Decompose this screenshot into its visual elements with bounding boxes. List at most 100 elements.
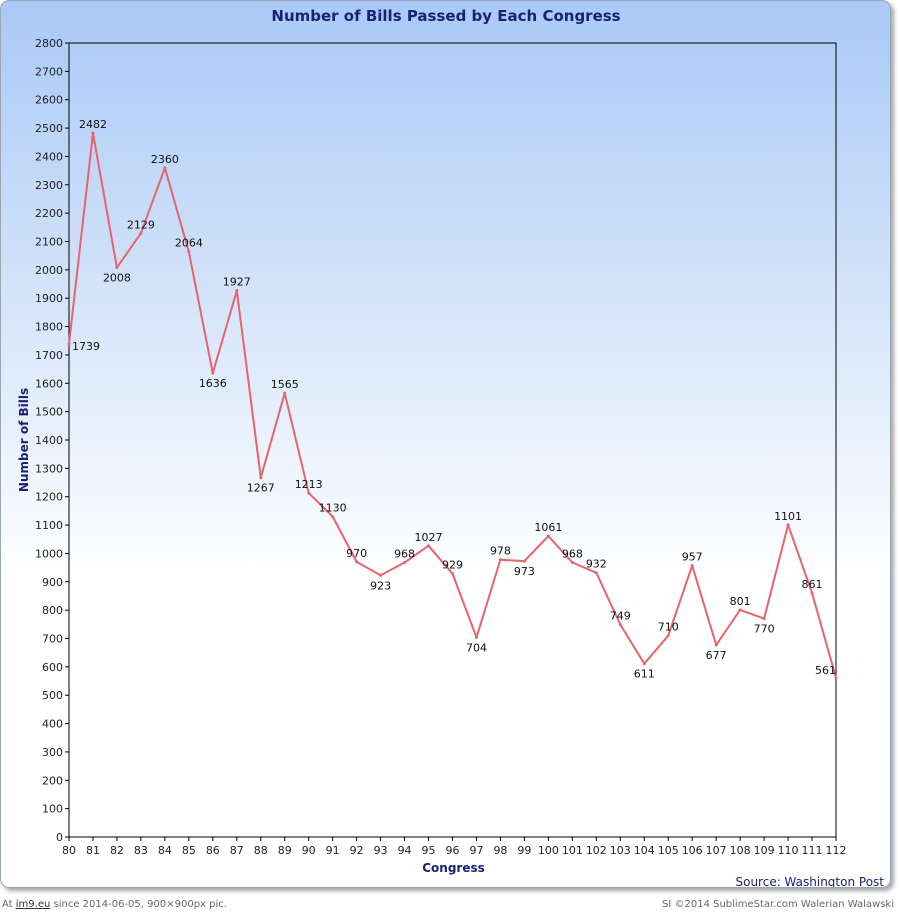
y-tick-label: 500 xyxy=(42,689,63,702)
y-tick-label: 1100 xyxy=(35,519,63,532)
x-tick-label: 89 xyxy=(278,844,292,857)
data-point xyxy=(259,476,263,480)
x-tick-label: 111 xyxy=(802,844,823,857)
x-tick-label: 97 xyxy=(469,844,483,857)
data-label: 561 xyxy=(815,664,836,677)
data-point xyxy=(403,561,407,565)
x-tick-label: 93 xyxy=(374,844,388,857)
data-point xyxy=(115,266,119,270)
y-tick-label: 1500 xyxy=(35,406,63,419)
data-label: 973 xyxy=(514,565,535,578)
data-point xyxy=(427,544,431,548)
data-point xyxy=(714,643,718,647)
footer-left: At im9.eu since 2014-06-05, 900×900px pi… xyxy=(2,899,227,910)
data-label: 710 xyxy=(658,621,679,634)
data-point xyxy=(810,591,814,595)
y-tick-label: 1400 xyxy=(35,434,63,447)
data-label: 2129 xyxy=(127,218,155,231)
data-point xyxy=(786,523,790,527)
y-tick-label: 2600 xyxy=(35,94,63,107)
data-label: 2360 xyxy=(151,153,179,166)
data-point xyxy=(762,617,766,621)
data-point xyxy=(331,515,335,519)
data-label: 1061 xyxy=(534,521,562,534)
y-tick-label: 2000 xyxy=(35,264,63,277)
x-tick-label: 102 xyxy=(586,844,607,857)
chart-title: Number of Bills Passed by Each Congress xyxy=(271,7,621,25)
data-label: 1739 xyxy=(72,340,100,353)
y-tick-label: 700 xyxy=(42,633,63,646)
data-label: 957 xyxy=(682,551,703,564)
data-label: 801 xyxy=(730,595,751,608)
data-label: 861 xyxy=(802,578,823,591)
data-point xyxy=(498,558,502,562)
plot-area xyxy=(68,42,837,838)
y-tick-label: 300 xyxy=(42,746,63,759)
source-note: Source: Washington Post xyxy=(735,875,884,888)
y-tick-label: 1000 xyxy=(35,547,63,560)
data-label: 704 xyxy=(466,641,487,654)
data-label: 2064 xyxy=(175,237,203,250)
data-label: 1927 xyxy=(223,276,251,289)
data-label: 978 xyxy=(490,545,511,558)
data-point xyxy=(594,571,598,575)
x-tick-label: 88 xyxy=(254,844,268,857)
data-label: 1101 xyxy=(774,510,802,523)
data-label: 1130 xyxy=(319,502,347,515)
data-label: 968 xyxy=(562,548,583,561)
data-point xyxy=(307,491,311,495)
y-tick-label: 400 xyxy=(42,718,63,731)
data-point xyxy=(642,662,646,666)
x-tick-label: 84 xyxy=(158,844,172,857)
x-tick-label: 90 xyxy=(302,844,316,857)
data-point xyxy=(379,573,383,577)
data-point xyxy=(618,623,622,627)
y-tick-label: 1600 xyxy=(35,377,63,390)
x-tick-label: 92 xyxy=(350,844,364,857)
data-point xyxy=(570,561,574,565)
x-tick-label: 106 xyxy=(682,844,703,857)
data-point xyxy=(522,559,526,563)
data-point xyxy=(235,289,239,293)
x-tick-label: 98 xyxy=(493,844,507,857)
data-point xyxy=(91,131,95,135)
x-tick-label: 99 xyxy=(517,844,531,857)
data-label: 1267 xyxy=(247,482,275,495)
data-label: 1565 xyxy=(271,378,299,391)
data-point xyxy=(139,231,143,235)
x-tick-label: 105 xyxy=(658,844,679,857)
footer-right: SI ©2014 SublimeStar.com Walerian Walaws… xyxy=(662,899,894,910)
data-label: 2008 xyxy=(103,272,131,285)
y-tick-label: 2800 xyxy=(35,37,63,50)
chart-frame: Number of Bills Passed by Each Congress … xyxy=(0,0,891,888)
x-tick-label: 112 xyxy=(826,844,847,857)
y-tick-label: 1300 xyxy=(35,462,63,475)
x-tick-label: 81 xyxy=(86,844,100,857)
data-point xyxy=(451,572,454,576)
data-label: 677 xyxy=(706,649,727,662)
y-tick-label: 2100 xyxy=(35,236,63,249)
data-point xyxy=(211,371,215,375)
data-label: 1636 xyxy=(199,377,227,390)
x-tick-label: 86 xyxy=(206,844,220,857)
data-point xyxy=(355,560,359,564)
x-axis-label: Congress xyxy=(422,861,485,875)
data-label: 749 xyxy=(610,610,631,623)
data-label: 970 xyxy=(346,547,367,560)
data-label: 770 xyxy=(754,623,775,636)
data-point xyxy=(738,608,742,612)
line-chart: 0 100 200 300 400 500 600 700 800 900 1000 1100 1200… xyxy=(17,37,847,875)
data-label: 611 xyxy=(634,668,655,681)
y-tick-label: 1800 xyxy=(35,321,63,334)
data-point xyxy=(283,391,287,395)
y-tick-label: 100 xyxy=(42,803,63,816)
y-tick-label: 600 xyxy=(42,661,63,674)
y-tick-label: 2300 xyxy=(35,179,63,192)
y-tick-label: 1900 xyxy=(35,292,63,305)
data-point xyxy=(187,250,191,254)
x-tick-label: 82 xyxy=(110,844,124,857)
x-tick-label: 87 xyxy=(230,844,244,857)
y-tick-label: 2700 xyxy=(35,65,63,78)
footer-link[interactable]: im9.eu xyxy=(15,899,51,910)
x-tick-label: 104 xyxy=(634,844,655,857)
